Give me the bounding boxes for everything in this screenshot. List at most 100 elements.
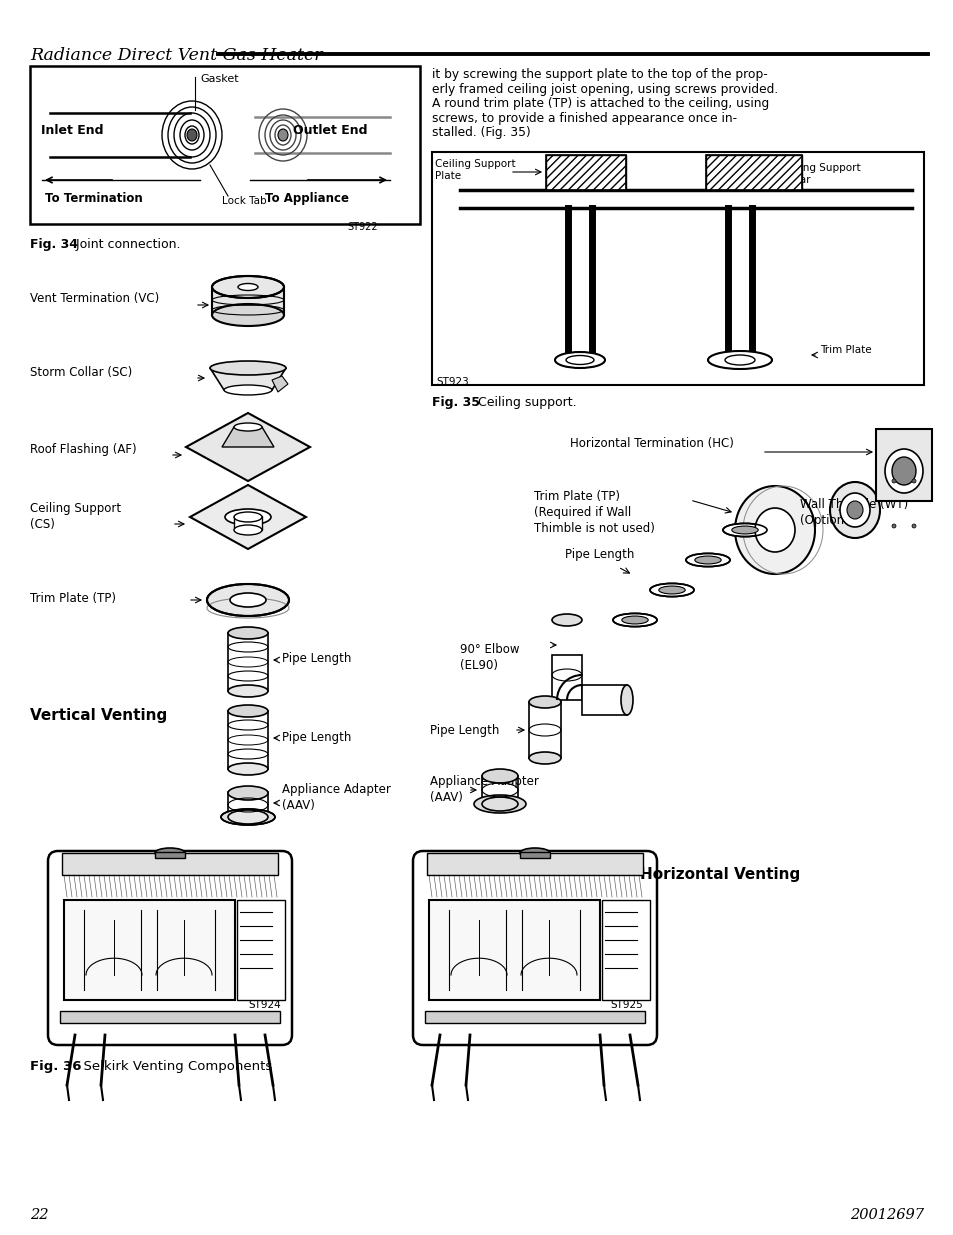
Ellipse shape (481, 769, 517, 783)
Ellipse shape (228, 705, 268, 718)
Text: ST923: ST923 (436, 377, 468, 387)
Ellipse shape (529, 697, 560, 708)
Bar (545, 156, 625, 190)
Text: To Termination: To Termination (45, 191, 143, 205)
Text: Roof Flashing (AF): Roof Flashing (AF) (30, 442, 136, 456)
Bar (233, 516, 262, 530)
Ellipse shape (621, 616, 647, 624)
Text: Trim Plate (TP)
(Required if Wall
Thimble is not used): Trim Plate (TP) (Required if Wall Thimbl… (534, 490, 654, 535)
Text: Ceiling Support
Plate: Ceiling Support Plate (435, 159, 515, 182)
Ellipse shape (731, 526, 758, 534)
Text: Horizontal Termination (HC): Horizontal Termination (HC) (569, 436, 733, 450)
Text: Trim Plate: Trim Plate (820, 345, 871, 354)
Ellipse shape (237, 284, 257, 290)
Ellipse shape (754, 508, 794, 552)
Ellipse shape (481, 797, 517, 811)
Text: Radiance Direct Vent Gas Heater: Radiance Direct Vent Gas Heater (30, 47, 322, 64)
Circle shape (891, 479, 895, 483)
Ellipse shape (228, 685, 268, 697)
Bar (552, 655, 581, 700)
Text: To Appliance: To Appliance (265, 191, 349, 205)
Text: ST922: ST922 (347, 222, 377, 232)
Text: ST924: ST924 (248, 1000, 280, 1010)
Text: Lock Tab: Lock Tab (222, 196, 266, 206)
Ellipse shape (685, 553, 729, 567)
Bar (601, 900, 649, 1000)
Bar (60, 1011, 280, 1023)
Ellipse shape (228, 763, 268, 776)
Bar (705, 156, 801, 190)
Ellipse shape (474, 795, 525, 813)
Bar (481, 776, 517, 804)
Ellipse shape (613, 614, 657, 626)
Ellipse shape (694, 556, 720, 564)
Text: Appliance Adapter
(AAV): Appliance Adapter (AAV) (282, 783, 391, 811)
Ellipse shape (620, 685, 633, 715)
Ellipse shape (224, 385, 272, 395)
Ellipse shape (519, 848, 550, 858)
Bar (212, 287, 284, 315)
Ellipse shape (233, 525, 262, 535)
Text: ST925: ST925 (609, 1000, 642, 1010)
Ellipse shape (154, 848, 185, 858)
Bar (519, 852, 550, 858)
Bar (427, 853, 642, 876)
Text: Storm Collar (SC): Storm Collar (SC) (30, 366, 132, 378)
Text: 90° Elbow
(EL90): 90° Elbow (EL90) (459, 643, 519, 672)
Bar (228, 634, 268, 692)
Ellipse shape (233, 424, 262, 431)
Text: screws, to provide a finished appearance once in-: screws, to provide a finished appearance… (432, 111, 737, 125)
Ellipse shape (529, 752, 560, 764)
Text: Outlet End: Outlet End (293, 124, 367, 137)
Bar (705, 156, 801, 190)
Bar (228, 711, 268, 769)
Text: erly framed ceiling joist opening, using screws provided.: erly framed ceiling joist opening, using… (432, 83, 778, 95)
Text: Wall Thimble (WT)
(Optional): Wall Thimble (WT) (Optional) (800, 498, 907, 527)
Text: Ceiling Support
(CS): Ceiling Support (CS) (30, 501, 121, 531)
Ellipse shape (565, 356, 594, 364)
Ellipse shape (891, 457, 915, 485)
Ellipse shape (221, 809, 274, 825)
Text: Fig. 36: Fig. 36 (30, 1060, 81, 1073)
Circle shape (911, 479, 915, 483)
Ellipse shape (212, 304, 284, 326)
Text: Horizontal Venting: Horizontal Venting (639, 867, 800, 883)
Ellipse shape (724, 354, 754, 366)
Polygon shape (222, 427, 274, 447)
Text: Joint connection.: Joint connection. (68, 238, 180, 251)
Bar (64, 900, 234, 1000)
Ellipse shape (552, 614, 581, 626)
Text: Ceiling support.: Ceiling support. (470, 396, 576, 409)
Text: Vertical Venting: Vertical Venting (30, 708, 167, 722)
Ellipse shape (228, 627, 268, 638)
Ellipse shape (722, 524, 766, 536)
Text: stalled. (Fig. 35): stalled. (Fig. 35) (432, 126, 530, 140)
FancyBboxPatch shape (413, 851, 657, 1045)
Ellipse shape (210, 361, 286, 375)
Bar (62, 853, 277, 876)
Ellipse shape (187, 128, 196, 141)
Circle shape (891, 524, 895, 529)
Text: 22: 22 (30, 1208, 49, 1221)
Ellipse shape (228, 785, 268, 800)
Text: Inlet End: Inlet End (41, 124, 103, 137)
Text: Fig. 35: Fig. 35 (432, 396, 479, 409)
Ellipse shape (212, 275, 284, 298)
Text: Pipe Length: Pipe Length (564, 547, 634, 561)
Polygon shape (186, 412, 310, 480)
Polygon shape (210, 368, 286, 390)
Bar (228, 792, 268, 818)
Ellipse shape (829, 482, 879, 538)
Bar (154, 852, 185, 858)
Text: Appliance Adapter
(AAV): Appliance Adapter (AAV) (430, 776, 538, 804)
FancyBboxPatch shape (48, 851, 292, 1045)
Bar (424, 1011, 644, 1023)
Text: Ceiling Support
Collar: Ceiling Support Collar (780, 163, 860, 185)
Text: Selkirk Venting Components: Selkirk Venting Components (75, 1060, 272, 1073)
Ellipse shape (659, 587, 684, 594)
Text: Fig. 34: Fig. 34 (30, 238, 78, 251)
Bar (432, 152, 923, 385)
Bar (429, 900, 599, 1000)
Text: 20012697: 20012697 (849, 1208, 923, 1221)
Text: Pipe Length: Pipe Length (282, 730, 351, 743)
